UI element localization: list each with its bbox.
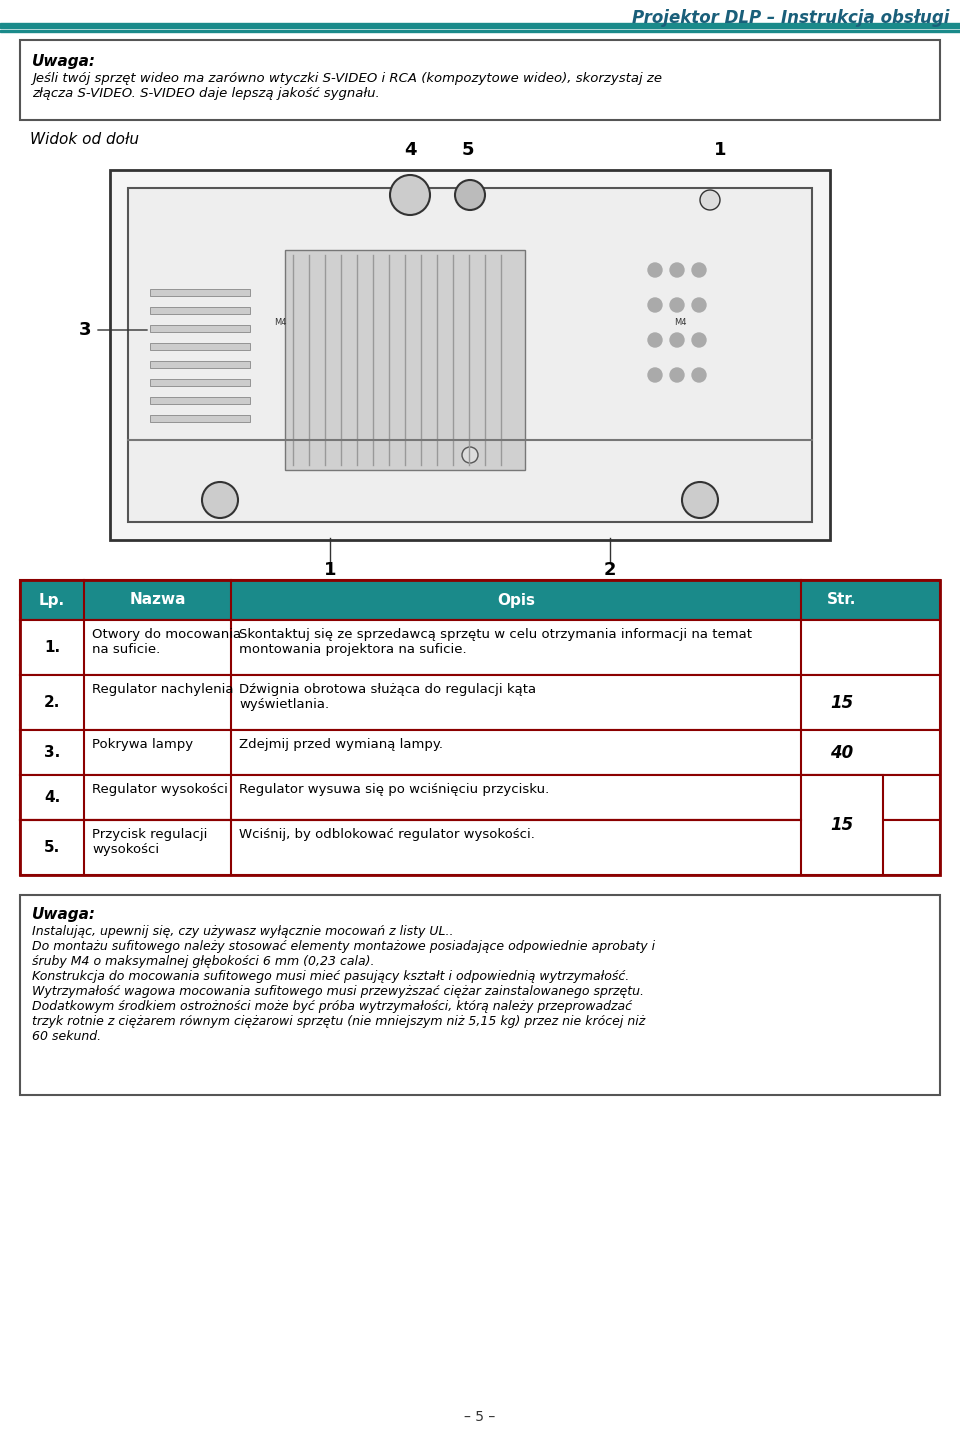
Circle shape: [692, 367, 706, 382]
Text: Regulator nachylenia: Regulator nachylenia: [92, 683, 233, 696]
Text: 2.: 2.: [44, 695, 60, 710]
Text: 1: 1: [713, 141, 727, 159]
Bar: [150, 379, 250, 386]
Circle shape: [202, 482, 238, 518]
FancyBboxPatch shape: [20, 40, 940, 121]
Bar: [150, 415, 250, 422]
Bar: [20, 819, 940, 875]
Circle shape: [670, 367, 684, 382]
Text: Instalując, upewnij się, czy używasz wyłącznie mocowań z listy UL..
Do montażu s: Instalując, upewnij się, czy używasz wył…: [32, 926, 655, 1043]
Text: M4: M4: [674, 319, 686, 327]
Text: Dźwignia obrotowa służąca do regulacji kąta
wyświetlania.: Dźwignia obrotowa służąca do regulacji k…: [239, 683, 536, 710]
Text: 5.: 5.: [44, 839, 60, 855]
Bar: [20, 730, 940, 775]
Bar: [801, 775, 883, 875]
Circle shape: [692, 263, 706, 277]
Bar: [20, 775, 940, 819]
Circle shape: [648, 333, 662, 347]
Circle shape: [670, 333, 684, 347]
Bar: [0, 23, 960, 29]
Text: Opis: Opis: [497, 593, 535, 607]
Text: Nazwa: Nazwa: [130, 593, 185, 607]
Bar: [128, 188, 812, 522]
Text: 1: 1: [324, 561, 336, 578]
FancyBboxPatch shape: [20, 895, 940, 1095]
Text: Jeśli twój sprzęt wideo ma zarówno wtyczki S-VIDEO i RCA (kompozytowe wideo), sk: Jeśli twój sprzęt wideo ma zarówno wtycz…: [32, 72, 662, 100]
Text: – 5 –: – 5 –: [465, 1411, 495, 1424]
Text: 2: 2: [604, 561, 616, 578]
Text: Wciśnij, by odblokować regulator wysokości.: Wciśnij, by odblokować regulator wysokoś…: [239, 828, 535, 841]
Bar: [110, 169, 830, 540]
Bar: [150, 362, 250, 367]
Circle shape: [648, 263, 662, 277]
Text: Lp.: Lp.: [39, 593, 65, 607]
Text: Skontaktuj się ze sprzedawcą sprzętu w celu otrzymania informacji na temat
monto: Skontaktuj się ze sprzedawcą sprzętu w c…: [239, 629, 752, 656]
Text: 4: 4: [404, 141, 417, 159]
Circle shape: [670, 263, 684, 277]
Bar: [285, 250, 525, 471]
Text: 15: 15: [830, 817, 853, 834]
Circle shape: [700, 189, 720, 210]
Text: Pokrywa lampy: Pokrywa lampy: [92, 738, 193, 751]
Circle shape: [462, 446, 478, 464]
Text: Uwaga:: Uwaga:: [32, 55, 96, 69]
Text: 5: 5: [462, 141, 474, 159]
Bar: [150, 288, 250, 296]
Text: 3.: 3.: [44, 745, 60, 761]
Text: Przycisk regulacji
wysokości: Przycisk regulacji wysokości: [92, 828, 207, 857]
Circle shape: [682, 482, 718, 518]
Text: Regulator wysokości: Regulator wysokości: [92, 784, 228, 796]
Circle shape: [670, 298, 684, 311]
Text: Widok od dołu: Widok od dołu: [30, 132, 139, 146]
Text: 15: 15: [830, 693, 853, 712]
Bar: [20, 580, 940, 875]
Bar: [20, 674, 940, 730]
Text: 1.: 1.: [44, 640, 60, 654]
Text: Str.: Str.: [828, 593, 856, 607]
Text: Regulator wysuwa się po wciśnięciu przycisku.: Regulator wysuwa się po wciśnięciu przyc…: [239, 784, 549, 796]
Text: 4.: 4.: [44, 791, 60, 805]
Text: Otwory do mocowania
na suficie.: Otwory do mocowania na suficie.: [92, 629, 241, 656]
Text: 40: 40: [830, 743, 853, 762]
Bar: [150, 307, 250, 314]
Text: Uwaga:: Uwaga:: [32, 907, 96, 923]
Circle shape: [692, 298, 706, 311]
Bar: [150, 343, 250, 350]
Text: M4: M4: [274, 319, 286, 327]
Text: Zdejmij przed wymianą lampy.: Zdejmij przed wymianą lampy.: [239, 738, 443, 751]
Text: 3: 3: [79, 321, 91, 339]
Circle shape: [648, 298, 662, 311]
Text: Projektor DLP – Instrukcja obsługi: Projektor DLP – Instrukcja obsługi: [633, 9, 950, 27]
Bar: [150, 397, 250, 405]
Circle shape: [648, 367, 662, 382]
Bar: [20, 580, 940, 620]
Bar: [20, 620, 940, 674]
Bar: [150, 324, 250, 331]
Circle shape: [455, 179, 485, 210]
Circle shape: [692, 333, 706, 347]
Circle shape: [390, 175, 430, 215]
Bar: [0, 30, 960, 32]
